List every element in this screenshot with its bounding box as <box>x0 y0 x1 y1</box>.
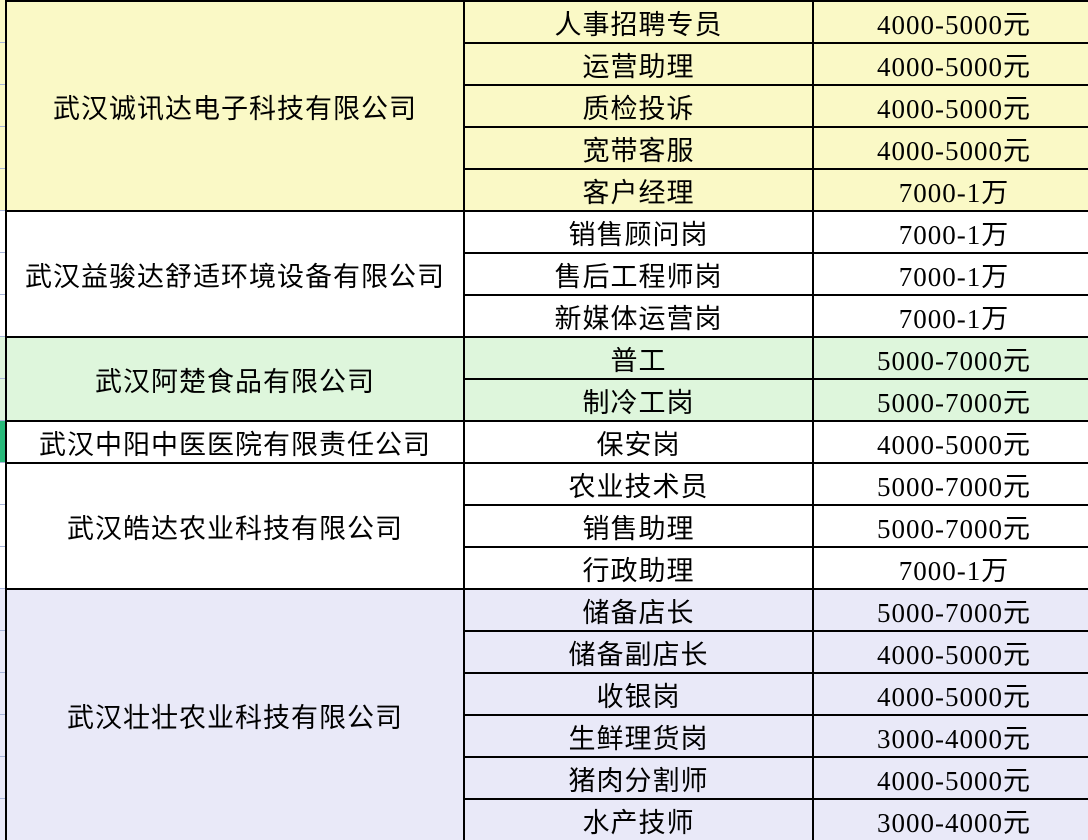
company-name-cell[interactable]: 武汉阿楚食品有限公司 <box>5 336 465 422</box>
position-title-cell[interactable]: 客户经理 <box>463 168 814 212</box>
salary-range-cell[interactable]: 4000-5000元 <box>812 0 1088 44</box>
salary-range-cell[interactable]: 3000-4000元 <box>812 798 1088 840</box>
table-row: 售后工程师岗 7000-1万 <box>6 252 1088 296</box>
company-name-cell[interactable]: 武汉益骏达舒适环境设备有限公司 <box>5 210 465 338</box>
position-title-cell[interactable]: 运营助理 <box>463 42 814 86</box>
company-name-cell[interactable]: 武汉中阳中医医院有限责任公司 <box>5 420 465 464</box>
salary-range-cell[interactable]: 7000-1万 <box>812 210 1088 254</box>
salary-range-cell[interactable]: 4000-5000元 <box>812 756 1088 800</box>
gridline-tick <box>0 42 5 43</box>
job-table-body: 武汉诚讯达电子科技有限公司 人事招聘专员 4000-5000元 运营助理 4000-50… <box>5 0 1088 840</box>
table-row: 收银岗 4000-5000元 <box>6 672 1088 716</box>
gridline-tick <box>0 378 5 379</box>
gridline-tick <box>0 756 5 757</box>
position-title-cell[interactable]: 储备店长 <box>463 588 814 632</box>
salary-range-cell[interactable]: 5000-7000元 <box>812 336 1088 380</box>
salary-range-cell[interactable]: 5000-7000元 <box>812 588 1088 632</box>
gridline-tick <box>0 546 5 547</box>
gridline-tick <box>0 672 5 673</box>
position-title-cell[interactable]: 质检投诉 <box>463 84 814 128</box>
salary-range-cell[interactable]: 7000-1万 <box>812 294 1088 338</box>
table-row: 武汉诚讯达电子科技有限公司 人事招聘专员 4000-5000元 <box>5 0 1088 212</box>
cropped-cell-sliver <box>0 210 5 336</box>
salary-range-cell[interactable]: 4000-5000元 <box>812 42 1088 86</box>
table-row: 武汉阿楚食品有限公司 普工 5000-7000元 <box>5 336 1088 422</box>
position-title-cell[interactable]: 人事招聘专员 <box>463 0 814 44</box>
table-row: 运营助理 4000-5000元 <box>6 42 1088 86</box>
gridline-tick <box>0 420 5 421</box>
cropped-left-column <box>0 0 5 840</box>
table-row: 新媒体运营岗 7000-1万 <box>6 294 1088 338</box>
salary-range-cell[interactable]: 4000-5000元 <box>812 630 1088 674</box>
position-title-cell[interactable]: 收银岗 <box>463 672 814 716</box>
salary-range-cell[interactable]: 4000-5000元 <box>812 672 1088 716</box>
table-row: 质检投诉 4000-5000元 <box>6 84 1088 128</box>
position-title-cell[interactable]: 储备副店长 <box>463 630 814 674</box>
table-row: 销售助理 5000-7000元 <box>6 504 1088 548</box>
salary-range-cell[interactable]: 4000-5000元 <box>812 126 1088 170</box>
position-title-cell[interactable]: 销售顾问岗 <box>463 210 814 254</box>
position-title-cell[interactable]: 生鲜理货岗 <box>463 714 814 758</box>
gridline-tick <box>0 714 5 715</box>
table-row: 行政助理 7000-1万 <box>6 546 1088 590</box>
table-row: 制冷工岗 5000-7000元 <box>6 378 1088 422</box>
table-row: 储备副店长 4000-5000元 <box>6 630 1088 674</box>
table-row: 武汉壮壮农业科技有限公司 储备店长 5000-7000元 <box>5 588 1088 840</box>
position-title-cell[interactable]: 新媒体运营岗 <box>463 294 814 338</box>
gridline-tick <box>0 210 5 211</box>
gridline-tick <box>0 252 5 253</box>
company-name-cell[interactable]: 武汉诚讯达电子科技有限公司 <box>5 0 465 212</box>
position-title-cell[interactable]: 农业技术员 <box>463 462 814 506</box>
gridline-tick <box>0 126 5 127</box>
table-row: 武汉皓达农业科技有限公司 农业技术员 5000-7000元 <box>5 462 1088 590</box>
company-name-cell[interactable]: 武汉壮壮农业科技有限公司 <box>5 588 465 840</box>
position-title-cell[interactable]: 水产技师 <box>463 798 814 840</box>
salary-range-cell[interactable]: 7000-1万 <box>812 252 1088 296</box>
position-title-cell[interactable]: 行政助理 <box>463 546 814 590</box>
cropped-cell-sliver <box>0 462 5 588</box>
gridline-tick <box>0 588 5 589</box>
salary-range-cell[interactable]: 3000-4000元 <box>812 714 1088 758</box>
gridline-tick <box>0 84 5 85</box>
table-row: 生鲜理货岗 3000-4000元 <box>6 714 1088 758</box>
gridline-tick <box>0 630 5 631</box>
gridline-tick <box>0 168 5 169</box>
cropped-cell-sliver <box>0 420 5 462</box>
table-row: 武汉益骏达舒适环境设备有限公司 销售顾问岗 7000-1万 <box>5 210 1088 338</box>
table-row: 客户经理 7000-1万 <box>6 168 1088 212</box>
position-title-cell[interactable]: 售后工程师岗 <box>463 252 814 296</box>
gridline-tick <box>0 294 5 295</box>
gridline-tick <box>0 798 5 799</box>
salary-range-cell[interactable]: 5000-7000元 <box>812 462 1088 506</box>
table-row: 宽带客服 4000-5000元 <box>6 126 1088 170</box>
table-row: 水产技师 3000-4000元 <box>6 798 1088 840</box>
salary-range-cell[interactable]: 7000-1万 <box>812 168 1088 212</box>
salary-range-cell[interactable]: 5000-7000元 <box>812 378 1088 422</box>
gridline-tick <box>0 504 5 505</box>
position-title-cell[interactable]: 保安岗 <box>463 420 814 464</box>
salary-range-cell[interactable]: 5000-7000元 <box>812 504 1088 548</box>
gridline-tick <box>0 336 5 337</box>
position-title-cell[interactable]: 销售助理 <box>463 504 814 548</box>
position-title-cell[interactable]: 制冷工岗 <box>463 378 814 422</box>
gridline-tick <box>0 462 5 463</box>
company-name-cell[interactable]: 武汉皓达农业科技有限公司 <box>5 462 465 590</box>
cropped-cell-sliver <box>0 0 5 210</box>
table-row: 猪肉分割师 4000-5000元 <box>6 756 1088 800</box>
position-title-cell[interactable]: 猪肉分割师 <box>463 756 814 800</box>
position-title-cell[interactable]: 普工 <box>463 336 814 380</box>
job-listings-table: 武汉诚讯达电子科技有限公司 人事招聘专员 4000-5000元 运营助理 4000-50… <box>5 0 1088 840</box>
salary-range-cell[interactable]: 7000-1万 <box>812 546 1088 590</box>
position-title-cell[interactable]: 宽带客服 <box>463 126 814 170</box>
table-row: 武汉中阳中医医院有限责任公司 保安岗 4000-5000元 <box>5 420 1088 464</box>
salary-range-cell[interactable]: 4000-5000元 <box>812 84 1088 128</box>
salary-range-cell[interactable]: 4000-5000元 <box>812 420 1088 464</box>
